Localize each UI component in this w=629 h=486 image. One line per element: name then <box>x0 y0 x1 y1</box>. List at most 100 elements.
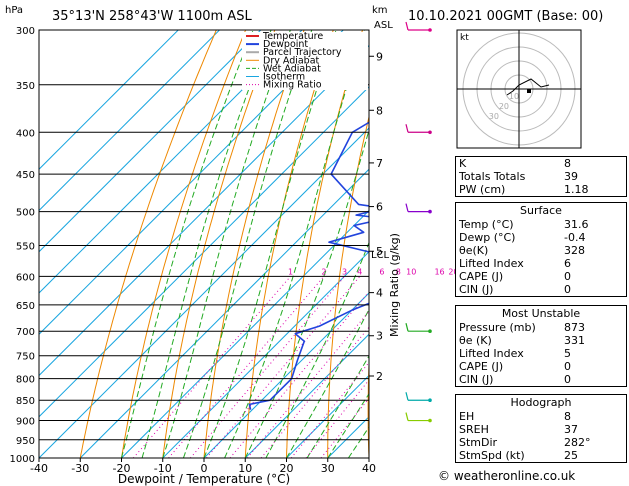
altitude-tick-label: 5 <box>376 245 383 258</box>
mixing-ratio-label: 1 <box>288 267 293 276</box>
x-tick-label: 20 <box>280 462 294 475</box>
footer-credit: © weatheronline.co.uk <box>438 469 576 483</box>
pressure-tick-label: 450 <box>16 170 35 181</box>
surface-row: CIN (J) 0 <box>456 283 626 296</box>
pressure-tick-label: 400 <box>16 128 35 139</box>
wind-barb-dot <box>428 28 432 32</box>
hodograph-trace <box>506 78 550 96</box>
surface-value: 31.6 <box>564 218 589 231</box>
hodo-label: StmSpd (kt) <box>459 449 525 462</box>
index-row: Totals Totals 39 <box>456 170 626 183</box>
wind-barb-feather <box>405 392 409 401</box>
hodo-label: SREH <box>459 423 489 436</box>
mixing-ratio-label: 20 <box>448 267 458 276</box>
hodograph-storm-marker <box>527 89 531 93</box>
surface-value: -0.4 <box>564 231 586 244</box>
pressure-tick-label: 1000 <box>10 454 35 465</box>
surface-label: θe(K) <box>459 244 489 257</box>
isotherm-line <box>39 30 303 294</box>
mu-row: Lifted Index 5 <box>456 347 626 360</box>
wind-barb-dot <box>428 418 432 423</box>
altitude-tick-label: 4 <box>376 287 383 300</box>
surface-label: Lifted Index <box>459 257 524 270</box>
surface-value: 328 <box>564 244 585 257</box>
hodograph-ring-label: 20 <box>499 102 509 111</box>
isotherm-line <box>162 251 369 458</box>
isotherm-line <box>39 30 344 335</box>
mixing-ratio-label: 4 <box>357 267 362 276</box>
index-value: 1.18 <box>564 183 589 196</box>
hodo-value: 282° <box>564 436 591 449</box>
mixing-ratio-line <box>132 276 291 458</box>
surface-table: Surface Temp (°C) 31.6 Dewp (°C) -0.4 θe(K) 3… <box>455 202 627 297</box>
wind-barb-dot <box>428 130 432 135</box>
isotherm-line <box>286 374 369 458</box>
axes: 3003504004505005506006507007508008509009… <box>10 26 473 475</box>
datetime-title: 10.10.2021 00GMT (Base: 00) <box>408 9 603 24</box>
surface-row: Dewp (°C) -0.4 <box>456 231 626 244</box>
hodo-row: SREH 37 <box>456 423 626 436</box>
hodograph-table: Hodograph EH 8 SREH 37 StmDir 282° StmSpd (kt)… <box>455 394 627 463</box>
hodograph-ring-label: 30 <box>489 112 499 121</box>
mixing-ratio-label: 10 <box>406 267 416 276</box>
wind-barb-feather <box>405 203 409 212</box>
legend-entry: Dewpoint <box>263 39 308 50</box>
x-tick-label: -40 <box>30 462 48 475</box>
altitude-tick-label: 3 <box>376 330 383 343</box>
altitude-tick-label: 7 <box>376 157 383 170</box>
x-tick-label: -30 <box>71 462 89 475</box>
isotherm-line <box>39 127 369 458</box>
asl-label: ASL <box>374 20 393 31</box>
hodo-label: EH <box>459 410 475 423</box>
isotherm-line <box>39 44 369 377</box>
isotherm-line <box>244 333 369 458</box>
hodo-value: 25 <box>564 449 578 462</box>
hodograph-kt-label: kt <box>460 33 469 43</box>
pressure-tick-label: 750 <box>16 352 35 363</box>
mu-label: θe (K) <box>459 334 492 347</box>
mu-label: CAPE (J) <box>459 360 504 373</box>
wet-adiabat-line <box>265 241 369 458</box>
legend-entry: Parcel Trajectory <box>263 47 342 58</box>
surface-row: CAPE (J) 0 <box>456 270 626 283</box>
mu-row: CIN (J) 0 <box>456 373 626 386</box>
hodo-value: 8 <box>564 410 571 423</box>
mu-value: 0 <box>564 360 571 373</box>
mu-label: Pressure (mb) <box>459 321 536 334</box>
pressure-tick-label: 550 <box>16 241 35 252</box>
wet-adiabat-line <box>286 308 369 458</box>
hodo-row: StmDir 282° <box>456 436 626 449</box>
wind-barb-feather <box>405 124 409 133</box>
mu-row: θe (K) 331 <box>456 334 626 347</box>
mixing-ratio-label: 3 <box>342 267 347 276</box>
legend-entry: Mixing Ratio <box>263 80 322 91</box>
pressure-tick-label: 700 <box>16 327 35 338</box>
index-row: PW (cm) 1.18 <box>456 183 626 196</box>
hpa-label: hPa <box>5 5 23 16</box>
pressure-tick-label: 800 <box>16 375 35 386</box>
mu-value: 0 <box>564 373 571 386</box>
isotherm-line <box>79 168 369 458</box>
surface-row: Lifted Index 6 <box>456 257 626 270</box>
surface-row: Temp (°C) 31.6 <box>456 218 626 231</box>
pressure-tick-label: 650 <box>16 301 35 312</box>
wind-barb-feather <box>405 412 409 421</box>
dry-adiabat-line <box>367 352 369 458</box>
altitude-tick-label: 6 <box>376 201 383 214</box>
hodograph-ring-label: 10 <box>509 92 519 101</box>
isotherm-line <box>39 30 220 212</box>
location-title: 35°13'N 258°43'W 1100m ASL <box>52 9 252 24</box>
lcl-label: LCL <box>371 250 390 261</box>
isotherm-line <box>39 30 179 170</box>
x-tick-label: -10 <box>154 462 172 475</box>
km-label: km <box>372 5 388 16</box>
legend-entry: Wet Adiabat <box>263 63 321 74</box>
isotherm-line <box>39 86 369 418</box>
mixing-ratio-axis-label: Mixing Ratio (g/kg) <box>388 233 401 337</box>
wind-barb-dot <box>428 398 432 403</box>
wind-barb-dot <box>428 329 432 334</box>
mu-value: 331 <box>564 334 585 347</box>
mixing-ratio-label: 16 <box>434 267 444 276</box>
